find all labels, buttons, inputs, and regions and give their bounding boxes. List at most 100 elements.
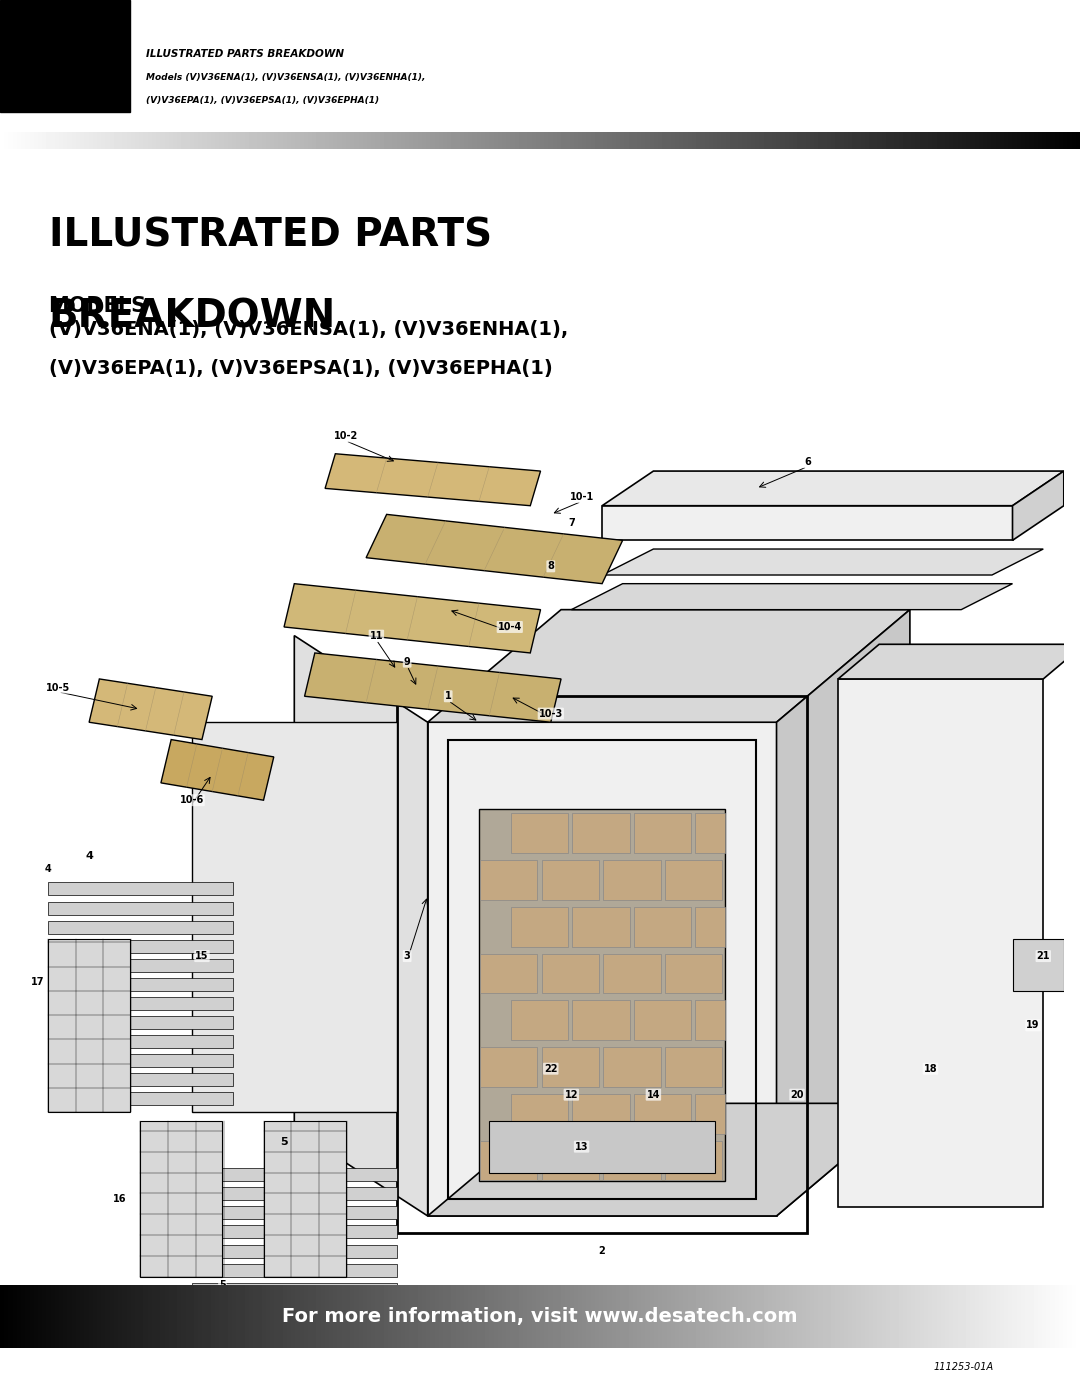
Bar bbox=[480, 1048, 538, 1087]
Polygon shape bbox=[838, 679, 1043, 1207]
Bar bbox=[603, 1140, 661, 1180]
Bar bbox=[49, 939, 131, 1112]
Text: (V)V36EPA(1), (V)V36EPSA(1), (V)V36EPHA(1): (V)V36EPA(1), (V)V36EPSA(1), (V)V36EPHA(… bbox=[146, 96, 379, 105]
Bar bbox=[49, 1035, 233, 1048]
Text: Models (V)V36ENA(1), (V)V36ENSA(1), (V)V36ENHA(1),: Models (V)V36ENA(1), (V)V36ENSA(1), (V)V… bbox=[146, 73, 426, 81]
Polygon shape bbox=[428, 722, 777, 1215]
Bar bbox=[572, 1000, 630, 1041]
Bar bbox=[603, 1048, 661, 1087]
Text: 15: 15 bbox=[195, 951, 208, 961]
Text: 14: 14 bbox=[647, 1090, 660, 1099]
Bar bbox=[192, 722, 397, 1112]
Bar bbox=[634, 1000, 691, 1041]
Bar bbox=[480, 861, 538, 900]
Bar bbox=[49, 1053, 233, 1067]
Polygon shape bbox=[90, 679, 213, 739]
Bar bbox=[49, 1016, 233, 1028]
Text: 19: 19 bbox=[1026, 1020, 1040, 1031]
Text: 16: 16 bbox=[113, 1193, 126, 1204]
Bar bbox=[49, 1092, 233, 1105]
Bar bbox=[192, 1187, 397, 1200]
Bar bbox=[49, 1073, 233, 1085]
Bar bbox=[140, 1120, 222, 1277]
Text: 10-2: 10-2 bbox=[334, 432, 357, 441]
Text: 1: 1 bbox=[445, 692, 451, 701]
Text: 10-6: 10-6 bbox=[179, 795, 204, 805]
Text: 10-3: 10-3 bbox=[539, 708, 563, 718]
Polygon shape bbox=[603, 506, 1013, 541]
Bar bbox=[696, 813, 726, 854]
Bar bbox=[541, 954, 599, 993]
Polygon shape bbox=[603, 471, 1064, 506]
Polygon shape bbox=[838, 644, 1080, 679]
Polygon shape bbox=[1013, 471, 1064, 541]
Bar bbox=[192, 1225, 397, 1239]
Text: MODELS: MODELS bbox=[49, 296, 147, 316]
Bar bbox=[603, 861, 661, 900]
Polygon shape bbox=[366, 514, 622, 584]
Text: 5: 5 bbox=[219, 1280, 226, 1291]
Bar bbox=[489, 1120, 715, 1172]
Bar bbox=[1013, 939, 1064, 990]
Bar bbox=[192, 1302, 397, 1315]
Bar bbox=[696, 1094, 726, 1134]
Bar bbox=[49, 901, 233, 915]
Bar bbox=[511, 1000, 568, 1041]
Bar bbox=[49, 883, 233, 895]
Polygon shape bbox=[325, 454, 541, 506]
Polygon shape bbox=[428, 609, 909, 722]
Polygon shape bbox=[305, 652, 562, 722]
Polygon shape bbox=[294, 636, 428, 1215]
Bar bbox=[511, 1094, 568, 1134]
Bar bbox=[192, 1207, 397, 1220]
Text: 7: 7 bbox=[568, 518, 575, 528]
Bar bbox=[49, 958, 233, 972]
Bar bbox=[0, 0, 130, 112]
Bar bbox=[572, 907, 630, 947]
Bar bbox=[192, 1263, 397, 1277]
Polygon shape bbox=[777, 609, 909, 1215]
Text: 11: 11 bbox=[369, 630, 383, 641]
Bar bbox=[696, 1000, 726, 1041]
Text: 10-4: 10-4 bbox=[498, 622, 522, 631]
Text: 111253-01A: 111253-01A bbox=[933, 1362, 994, 1372]
Bar bbox=[664, 1140, 723, 1180]
Bar bbox=[541, 1048, 599, 1087]
Bar bbox=[511, 907, 568, 947]
Bar bbox=[480, 954, 538, 993]
Bar bbox=[664, 861, 723, 900]
Bar bbox=[480, 1140, 538, 1180]
Polygon shape bbox=[603, 549, 1043, 576]
Bar bbox=[634, 813, 691, 854]
Text: 4: 4 bbox=[85, 851, 93, 861]
Bar bbox=[511, 813, 568, 854]
Text: BREAKDOWN: BREAKDOWN bbox=[49, 298, 336, 335]
Text: (V)V36EPA(1), (V)V36EPSA(1), (V)V36EPHA(1): (V)V36EPA(1), (V)V36EPSA(1), (V)V36EPHA(… bbox=[49, 359, 552, 379]
Text: 18: 18 bbox=[923, 1063, 937, 1074]
Text: ILLUSTRATED PARTS: ILLUSTRATED PARTS bbox=[49, 217, 491, 254]
Bar bbox=[541, 861, 599, 900]
Text: 8: 8 bbox=[548, 562, 554, 571]
Text: 6: 6 bbox=[804, 457, 811, 468]
Bar bbox=[572, 1094, 630, 1134]
Bar bbox=[696, 907, 726, 947]
Bar bbox=[49, 997, 233, 1010]
Text: 20: 20 bbox=[791, 1090, 804, 1099]
Bar bbox=[603, 954, 661, 993]
Bar bbox=[49, 978, 233, 990]
Text: For more information, visit www.desatech.com: For more information, visit www.desatech… bbox=[282, 1308, 798, 1326]
Text: 5: 5 bbox=[280, 1137, 288, 1147]
Bar bbox=[192, 1168, 397, 1182]
Text: 3: 3 bbox=[404, 951, 410, 961]
Bar bbox=[541, 1140, 599, 1180]
Text: 12: 12 bbox=[565, 1090, 578, 1099]
Text: (V)V36ENA(1), (V)V36ENSA(1), (V)V36ENHA(1),: (V)V36ENA(1), (V)V36ENSA(1), (V)V36ENHA(… bbox=[49, 320, 568, 339]
Bar bbox=[192, 1245, 397, 1257]
Bar bbox=[664, 1048, 723, 1087]
Bar bbox=[572, 813, 630, 854]
Polygon shape bbox=[480, 809, 726, 1182]
Text: 9: 9 bbox=[404, 657, 410, 666]
Polygon shape bbox=[161, 739, 274, 800]
Bar bbox=[264, 1120, 346, 1277]
Polygon shape bbox=[284, 584, 541, 652]
